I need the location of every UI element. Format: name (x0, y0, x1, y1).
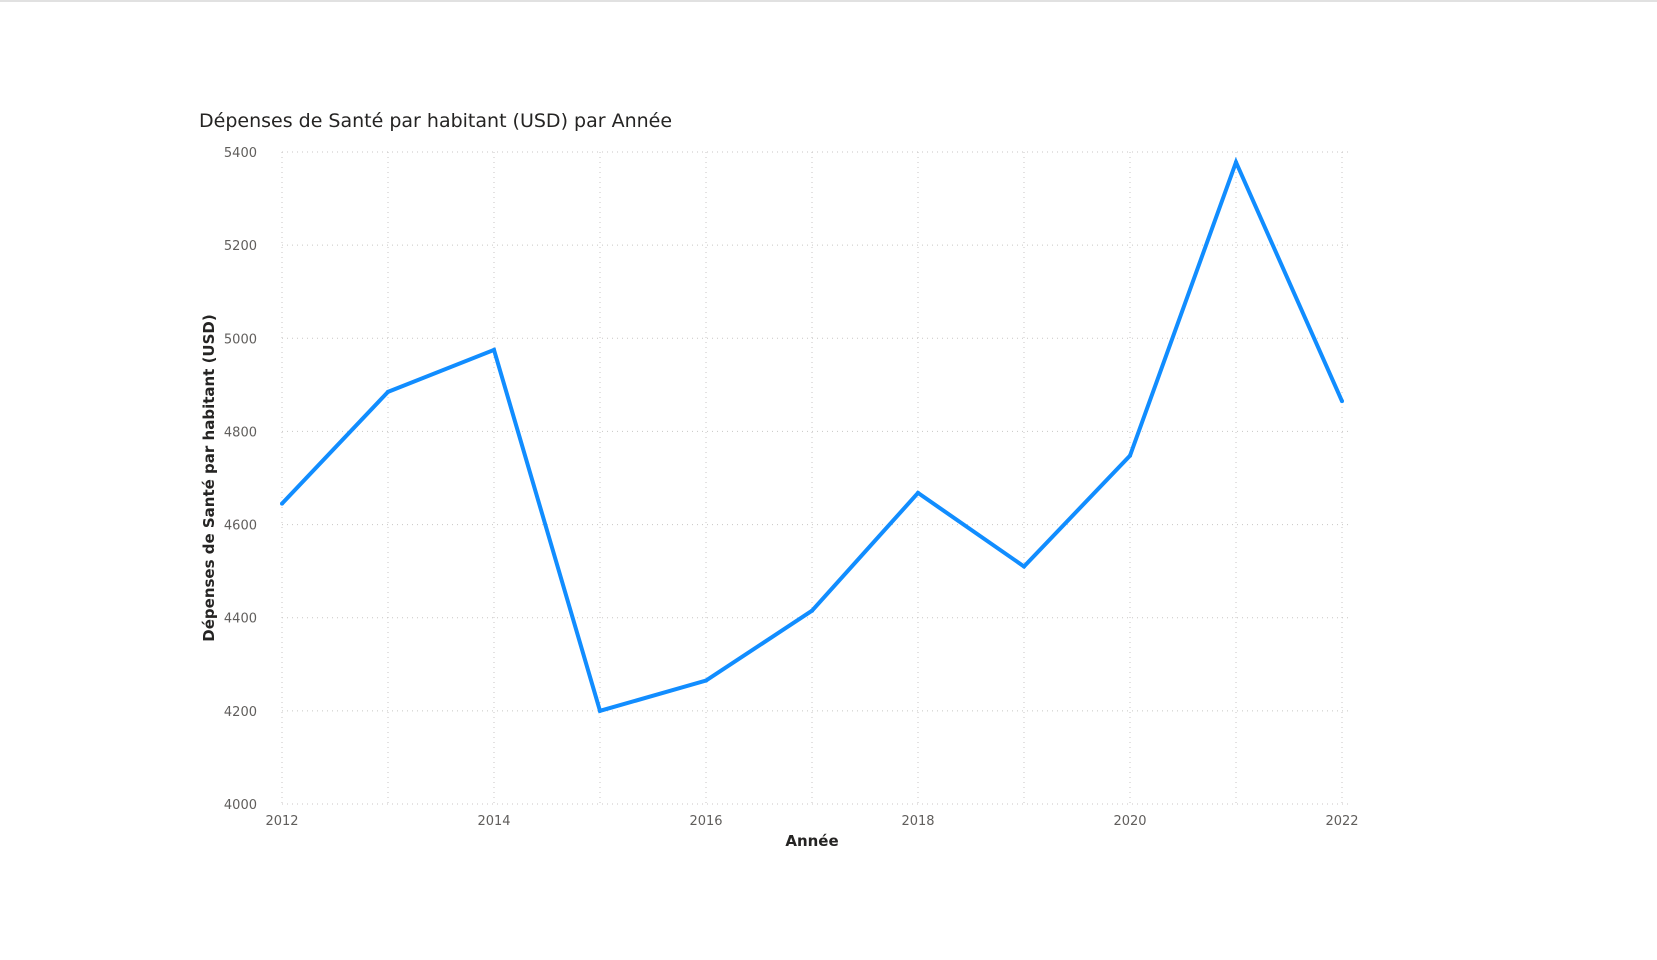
x-tick-label: 2020 (1113, 814, 1146, 829)
data-point (280, 501, 284, 506)
x-tick-label: 2018 (901, 814, 934, 829)
y-tick-label: 4800 (224, 425, 257, 440)
y-tick-label: 4000 (224, 798, 257, 813)
data-point (810, 608, 814, 613)
data-point (492, 347, 496, 352)
x-tick-label: 2022 (1325, 814, 1358, 829)
x-axis-ticks: 2012 2014 2016 2018 2020 2022 (265, 814, 1358, 829)
data-point (1234, 160, 1238, 165)
data-point (1340, 399, 1344, 404)
chart-title: Dépenses de Santé par habitant (USD) par… (199, 110, 673, 132)
y-axis-ticks: 4000 4200 4400 4600 4800 5000 5200 5400 (224, 146, 257, 813)
x-axis-title: Année (785, 832, 839, 850)
x-tick-label: 2016 (689, 814, 722, 829)
x-tick-label: 2012 (265, 814, 298, 829)
y-tick-label: 5200 (224, 239, 257, 254)
series-layer (280, 156, 1344, 714)
top-border (0, 0, 1657, 2)
grid-lines (281, 151, 1350, 805)
series-line (280, 156, 1344, 714)
data-point (1022, 564, 1026, 569)
y-tick-label: 4200 (224, 705, 257, 720)
y-tick-label: 4400 (224, 612, 257, 627)
y-tick-label: 5000 (224, 332, 257, 347)
data-point (1128, 453, 1132, 458)
y-tick-label: 4600 (224, 519, 257, 534)
y-tick-label: 5400 (224, 146, 257, 161)
data-point (704, 678, 708, 683)
data-point (598, 708, 602, 713)
data-point (386, 389, 390, 394)
data-point (916, 490, 920, 495)
x-tick-label: 2014 (477, 814, 510, 829)
